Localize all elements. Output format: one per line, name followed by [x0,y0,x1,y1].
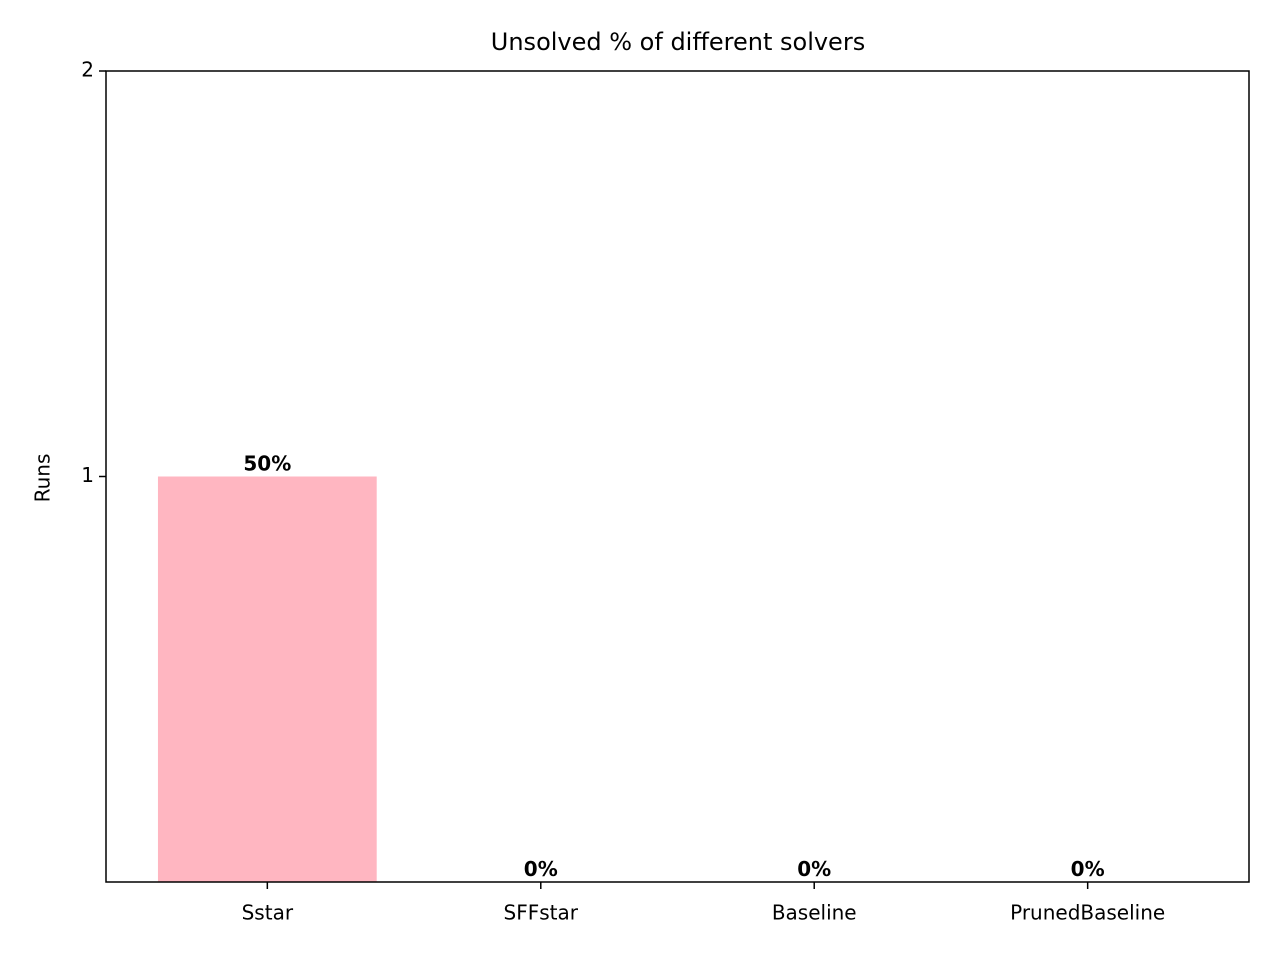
bar-label: 0% [797,857,831,881]
y-tick-label: 1 [81,463,94,487]
plot-frame [105,70,1250,883]
x-tick-label: Sstar [242,901,294,925]
bar-label: 0% [524,857,558,881]
bar-label: 50% [243,452,291,476]
bar [157,476,377,882]
x-tick-label: SFFstar [504,901,579,925]
x-tick-label: PrunedBaseline [1010,901,1165,925]
chart-title: Unsolved % of different solvers [491,28,865,56]
y-tick-label: 2 [81,58,94,82]
y-axis-label: Runs [31,454,55,503]
x-tick-label: Baseline [772,901,857,925]
bar-label: 0% [1071,857,1105,881]
